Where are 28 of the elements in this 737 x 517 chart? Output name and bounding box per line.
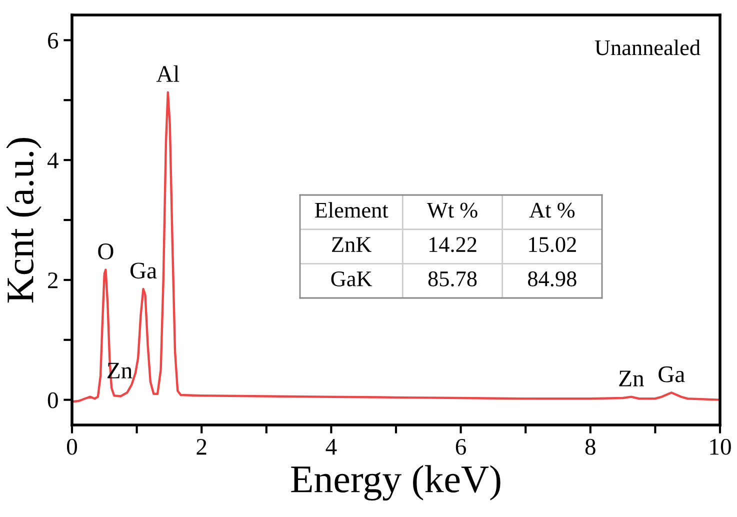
annotation: Al <box>156 65 180 82</box>
x-tick-label: 8 <box>585 438 596 455</box>
annotation: 14.22 <box>429 237 476 252</box>
line-series <box>72 91 720 403</box>
y-tick-label: 4 <box>47 152 58 168</box>
annotation: O <box>98 244 114 260</box>
annotation: 85.78 <box>428 271 477 286</box>
annotation: 15.02 <box>529 237 576 252</box>
x-tick-label: 4 <box>326 439 337 455</box>
annotation: Unannealed <box>594 40 700 56</box>
annotation: At % <box>529 202 575 218</box>
y-tick-label: 0 <box>48 392 58 408</box>
x-axis-title: Energy (keV) <box>291 465 500 501</box>
annotation: Ga <box>130 262 157 279</box>
x-tick-label: 2 <box>196 438 206 455</box>
y-tick-label: 2 <box>48 272 58 288</box>
annotation: Element <box>314 202 388 218</box>
annotation: Wt % <box>426 202 478 218</box>
annotation: Ga <box>658 366 685 382</box>
x-tick-label: 0 <box>66 438 78 455</box>
annotation: 84.98 <box>528 271 576 286</box>
x-tick-label: 10 <box>710 438 731 455</box>
annotation: Zn <box>619 370 644 386</box>
y-axis-title: Kcnt (a.u.) <box>6 138 42 303</box>
y-tick-label: 6 <box>48 32 58 49</box>
x-tick-label: 6 <box>456 438 466 455</box>
annotation: ZnK <box>332 237 372 252</box>
annotation: GaK <box>331 271 372 286</box>
